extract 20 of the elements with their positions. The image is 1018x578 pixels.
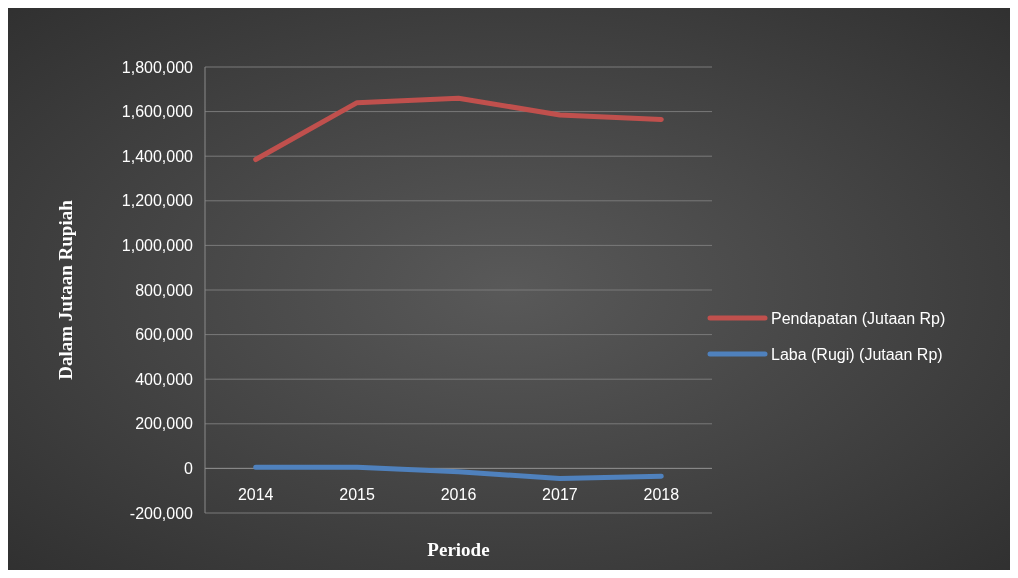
y-tick-label: 800,000 xyxy=(135,281,194,299)
x-tick-label: 2016 xyxy=(440,486,477,504)
y-tick-label: -200,000 xyxy=(129,504,194,522)
x-tick-label: 2014 xyxy=(237,486,274,504)
y-tick-label: 400,000 xyxy=(135,370,194,388)
y-tick-label: 1,800,000 xyxy=(121,58,194,76)
x-axis-title: Periode xyxy=(427,539,490,560)
y-tick-label: 1,200,000 xyxy=(121,192,194,210)
x-tick-label: 2018 xyxy=(643,486,680,504)
legend-label: Laba (Rugi) (Jutaan Rp) xyxy=(771,345,943,363)
legend-label: Pendapatan (Jutaan Rp) xyxy=(771,309,946,327)
y-tick-label: 600,000 xyxy=(135,326,194,344)
x-tick-label: 2017 xyxy=(542,486,578,504)
y-tick-label: 1,400,000 xyxy=(121,147,194,165)
y-tick-label: 0 xyxy=(184,460,194,477)
y-tick-label: 1,000,000 xyxy=(121,237,194,254)
y-tick-label: 1,600,000 xyxy=(121,103,194,121)
x-tick-label: 2015 xyxy=(339,486,375,504)
y-axis-title: Dalam Jutaan Rupiah xyxy=(55,199,76,380)
y-tick-label: 200,000 xyxy=(135,415,194,433)
